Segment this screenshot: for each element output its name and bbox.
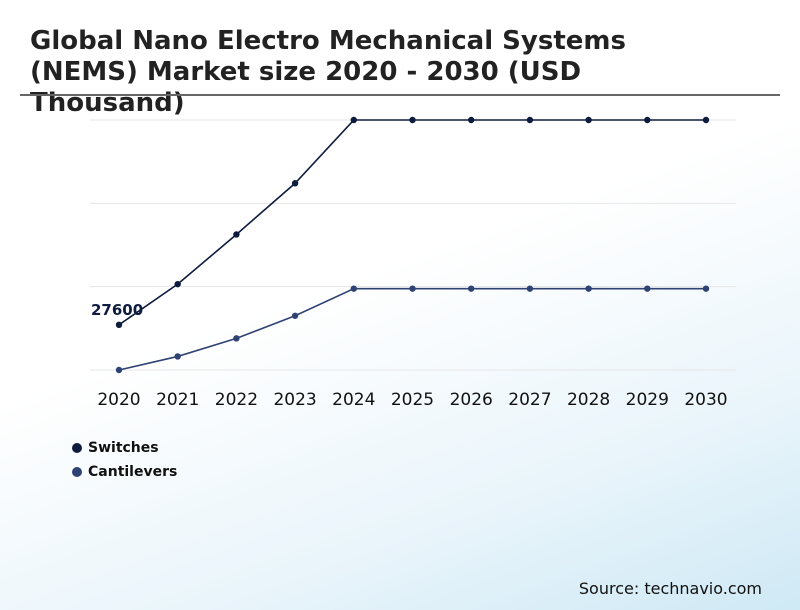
data-point-switches <box>174 280 181 288</box>
chart-title: Global Nano Electro Mechanical Systems (… <box>30 26 626 118</box>
title-divider <box>20 94 780 96</box>
x-tick-label: 2024 <box>332 390 375 410</box>
x-tick-label: 2026 <box>450 390 493 410</box>
legend-marker-switches <box>72 443 82 453</box>
data-point-cantilevers <box>585 285 592 292</box>
data-point-cantilevers <box>350 285 357 292</box>
source-note: Source: technavio.com <box>578 579 762 598</box>
x-tick-label: 2023 <box>273 390 316 410</box>
legend-marker-cantilevers <box>72 467 82 477</box>
x-tick-label: 2025 <box>391 390 434 410</box>
data-point-cantilevers <box>468 285 475 292</box>
data-point-switches <box>291 180 299 187</box>
data-point-cantilevers <box>526 285 534 292</box>
data-point-cantilevers <box>409 285 416 292</box>
data-point-cantilevers <box>291 312 299 319</box>
data-point-switches <box>233 231 240 238</box>
series-line-cantilevers <box>118 287 706 371</box>
legend-label-switches: Switches <box>88 440 159 456</box>
legend-label-cantilevers: Cantilevers <box>88 464 178 480</box>
data-point-cantilevers <box>233 335 240 342</box>
data-point-switches <box>644 116 651 124</box>
data-point-switches <box>702 116 710 124</box>
data-point-cantilevers <box>644 285 651 292</box>
data-point-cantilevers <box>702 285 710 292</box>
x-tick-label: 2020 <box>97 390 140 410</box>
x-tick-label: 2022 <box>215 390 258 410</box>
x-tick-label: 2028 <box>567 390 610 410</box>
x-tick-label: 2030 <box>684 390 727 410</box>
data-point-switches <box>468 116 475 124</box>
data-label: 27600 <box>91 301 143 319</box>
data-point-switches <box>526 116 534 124</box>
series-line-switches <box>118 119 706 326</box>
legend-item-cantilevers[interactable]: Cantilevers <box>72 460 177 484</box>
data-point-cantilevers <box>174 353 181 360</box>
data-point-switches <box>585 116 592 124</box>
data-point-switches <box>350 116 357 124</box>
x-tick-label: 2027 <box>508 390 551 410</box>
legend: Switches Cantilevers <box>72 436 177 484</box>
x-tick-label: 2029 <box>626 390 669 410</box>
x-tick-label: 2021 <box>156 390 199 410</box>
legend-item-switches[interactable]: Switches <box>72 436 177 460</box>
data-point-switches <box>115 321 123 329</box>
data-point-cantilevers <box>115 366 123 374</box>
data-point-switches <box>409 116 416 124</box>
